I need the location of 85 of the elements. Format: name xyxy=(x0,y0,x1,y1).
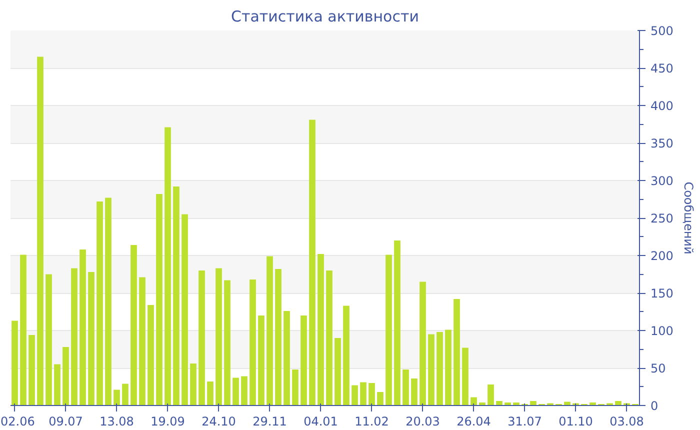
bar xyxy=(343,306,350,406)
x-tick-label: 31.07 xyxy=(508,414,542,428)
bar xyxy=(224,280,230,406)
bar xyxy=(615,401,622,406)
bar xyxy=(394,240,400,406)
x-tick-label: 04.01 xyxy=(304,414,338,428)
bar xyxy=(250,280,256,406)
bar xyxy=(62,347,69,406)
x-tick-label: 02.06 xyxy=(0,414,35,428)
y-tick-label: 250 xyxy=(650,212,674,226)
bar xyxy=(198,270,205,406)
x-tick-label: 03.08 xyxy=(610,414,644,428)
bar xyxy=(454,299,460,406)
bar xyxy=(530,401,536,406)
bar xyxy=(352,385,358,406)
bar xyxy=(130,245,137,406)
bar xyxy=(300,316,307,406)
y-tick-label: 300 xyxy=(650,174,674,188)
y-tick-label: 200 xyxy=(650,249,674,263)
y-tick-label: 350 xyxy=(650,136,674,150)
y-tick-label: 400 xyxy=(650,99,674,113)
bar xyxy=(114,390,120,406)
x-tick-label: 01.10 xyxy=(558,414,593,428)
y-tick-label: 100 xyxy=(650,324,674,338)
y-tick-label: 150 xyxy=(650,286,674,300)
x-tick-label: 29.11 xyxy=(252,414,287,428)
x-tick-label: 09.07 xyxy=(48,414,83,428)
y-tick-label: 500 xyxy=(650,24,674,38)
bar xyxy=(12,320,18,406)
x-tick-label: 26.04 xyxy=(456,414,491,428)
bar xyxy=(496,401,502,406)
bar xyxy=(122,384,128,406)
y-axis-title: Сообщений xyxy=(681,182,696,254)
bar xyxy=(326,270,332,406)
bar xyxy=(309,120,316,406)
bar xyxy=(284,311,290,406)
bar xyxy=(139,277,146,406)
x-tick-label: 24.10 xyxy=(202,414,236,428)
bar xyxy=(462,348,468,406)
bar xyxy=(411,378,418,406)
bar xyxy=(54,364,60,406)
bar xyxy=(368,383,375,406)
bar xyxy=(386,254,392,406)
bar xyxy=(360,382,366,406)
bar xyxy=(88,272,94,406)
bar xyxy=(402,370,409,406)
x-tick-label: 20.03 xyxy=(406,414,440,428)
x-tick-label: 11.02 xyxy=(354,414,389,428)
y-tick-label: 50 xyxy=(650,362,666,376)
bar xyxy=(96,202,103,406)
chart-title: Статистика активности xyxy=(231,8,419,26)
bar xyxy=(190,364,196,406)
y-tick-label: 450 xyxy=(650,62,674,76)
bar xyxy=(258,316,264,406)
bar xyxy=(182,214,188,406)
bar xyxy=(71,268,78,406)
bar xyxy=(46,274,52,406)
bar xyxy=(292,370,298,406)
bar xyxy=(80,250,86,406)
bar xyxy=(241,376,248,406)
x-tick-label: 19.09 xyxy=(150,414,185,428)
bar xyxy=(428,334,434,406)
bar xyxy=(377,392,384,406)
bar xyxy=(266,256,273,406)
bar xyxy=(488,384,494,406)
x-tick-label: 13.08 xyxy=(100,414,134,428)
bar xyxy=(37,56,44,406)
bar xyxy=(28,335,35,406)
bar xyxy=(445,330,452,406)
bar xyxy=(207,382,214,406)
bar xyxy=(334,338,341,406)
bar xyxy=(318,254,324,406)
bar xyxy=(232,378,239,406)
bar xyxy=(148,305,154,406)
bar xyxy=(420,282,426,406)
bar xyxy=(436,332,443,406)
bar xyxy=(105,198,112,406)
bar xyxy=(173,186,180,406)
bar xyxy=(164,127,171,406)
bar xyxy=(156,194,162,406)
bar xyxy=(470,397,477,406)
bar xyxy=(216,268,222,406)
bar xyxy=(20,254,26,406)
y-tick-label: 0 xyxy=(650,399,658,413)
bar xyxy=(275,269,282,406)
